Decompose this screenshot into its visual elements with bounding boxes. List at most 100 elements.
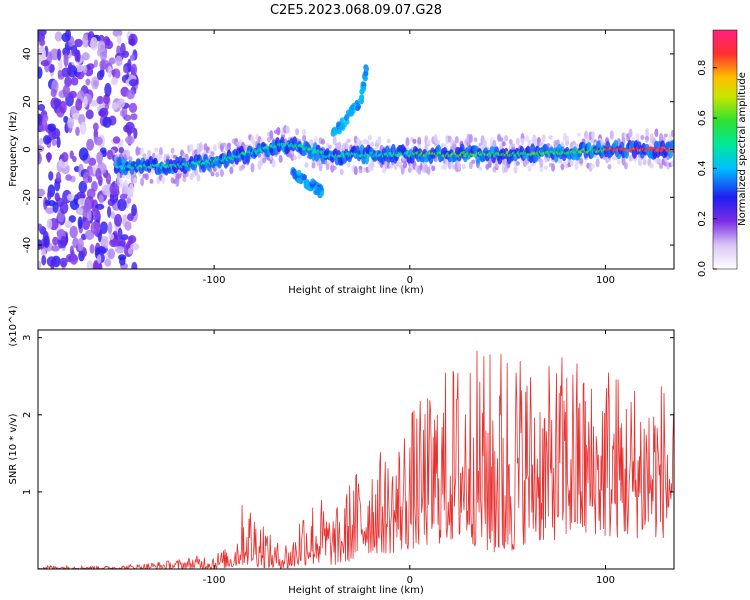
heatmap-cell	[250, 162, 255, 173]
heatmap-cell	[83, 95, 88, 108]
heatmap-cell	[75, 126, 80, 136]
heatmap-cell	[154, 147, 159, 153]
snr-frame	[37, 329, 675, 570]
heatmap-cell	[654, 128, 659, 138]
heatmap-cell	[355, 105, 361, 112]
heatmap-cell	[57, 48, 62, 61]
heatmap-cell	[501, 141, 506, 147]
heatmap-cell	[116, 99, 126, 109]
heatmap-cell	[38, 223, 43, 231]
heatmap-cell	[642, 160, 647, 166]
heatmap-cell	[114, 213, 122, 227]
heatmap-cell	[81, 52, 90, 61]
heatmap-cell	[276, 127, 281, 136]
heatmap-cell	[513, 166, 518, 174]
heatmap-cell	[426, 166, 431, 175]
snr-y-axis-label: SNR (10 * v/v)	[8, 413, 19, 484]
heatmap-cell	[38, 260, 42, 269]
heatmap-cell	[75, 98, 83, 111]
heatmap-cell	[590, 131, 595, 140]
heatmap-cell	[370, 141, 375, 147]
heatmap-cell	[98, 194, 104, 204]
heatmap-cell	[161, 176, 166, 184]
heatmap-cell	[468, 161, 473, 170]
heatmap-cell	[649, 163, 654, 169]
colorbar: 0.0 0.2 0.4 0.6 0.8 Normalized spectral ampl…	[697, 29, 748, 277]
heatmap-cell	[54, 31, 63, 42]
heatmap-cell	[226, 142, 231, 147]
heatmap-cell	[313, 136, 318, 144]
heatmap-cell	[386, 138, 391, 144]
heatmap-cell	[364, 66, 370, 73]
heatmap-cell	[471, 159, 476, 164]
heatmap-cell	[82, 65, 88, 74]
heatmap-cell	[644, 135, 649, 141]
heatmap-cell	[116, 171, 121, 180]
heatmap-cell	[115, 55, 123, 67]
heatmap-cell	[86, 138, 95, 151]
heatmap-cell	[130, 113, 138, 121]
heatmap-cell	[443, 163, 448, 170]
heatmap-cell	[105, 40, 114, 50]
heatmap-cell	[499, 137, 504, 142]
heatmap-cell	[63, 53, 69, 68]
heatmap-cell	[644, 128, 649, 138]
heatmap-cell	[89, 244, 95, 254]
heatmap-cell	[551, 163, 556, 172]
heatmap-cell	[118, 146, 125, 154]
heatmap-cell	[38, 113, 43, 126]
heatmap-cell	[50, 88, 57, 98]
heatmap-cell	[52, 201, 59, 213]
heatmap-cell	[107, 248, 116, 260]
heatmap-cell	[101, 238, 109, 249]
heatmap-cell	[79, 121, 87, 135]
heatmap-cell	[189, 144, 194, 152]
heatmap-cell	[241, 164, 246, 170]
heatmap-cell	[377, 135, 382, 145]
heatmap-cell	[473, 137, 478, 143]
colorbar-tick-label: 0.4	[697, 160, 708, 176]
colorbar-gradient	[712, 29, 738, 270]
heatmap-cell	[112, 136, 121, 144]
heatmap-cell	[315, 189, 321, 196]
y-tick-label: 1	[22, 489, 33, 495]
heatmap-cell	[245, 151, 251, 164]
heatmap-cell	[109, 238, 120, 248]
y-tick-label: 0	[22, 146, 33, 152]
heatmap-cell	[126, 149, 131, 159]
heatmap-cell	[417, 136, 422, 146]
heatmap-cell	[609, 130, 614, 140]
heatmap-cell	[520, 137, 525, 146]
heatmap-cell	[358, 168, 363, 174]
y-tick-label: 20	[22, 95, 33, 108]
heatmap-cell	[344, 113, 350, 120]
heatmap-cell	[461, 163, 466, 170]
heatmap-cell	[544, 165, 549, 171]
heatmap-cell	[124, 221, 132, 231]
heatmap-cell	[50, 97, 60, 110]
heatmap-cell	[74, 49, 80, 62]
heatmap-cell	[302, 129, 307, 136]
heatmap-cell	[311, 162, 316, 169]
heatmap-cell	[92, 80, 99, 87]
heatmap-cell	[663, 133, 668, 138]
x-tick-label: -100	[203, 275, 226, 286]
heatmap-cell	[508, 138, 513, 145]
heatmap-cell	[61, 152, 69, 163]
snr-panel: -100 0 100 1 2 3 Height of straight line (km…	[8, 305, 675, 596]
colorbar-tick-label: 0.6	[697, 110, 708, 126]
heatmap-cell	[656, 157, 661, 164]
heatmap-cell	[212, 144, 217, 152]
heatmap-cell	[96, 151, 104, 165]
heatmap-cell	[468, 134, 473, 143]
heatmap-cell	[667, 149, 673, 159]
x-tick-label: -100	[203, 575, 226, 586]
heatmap-cell	[426, 139, 431, 146]
colorbar-tick-label: 0.2	[697, 211, 708, 227]
heatmap-cell	[637, 157, 642, 165]
heatmap-cell	[128, 183, 134, 195]
heatmap-cell	[295, 128, 300, 136]
y-tick-label: 3	[22, 335, 33, 341]
heatmap-cell	[278, 154, 283, 163]
heatmap-cell	[109, 183, 120, 196]
